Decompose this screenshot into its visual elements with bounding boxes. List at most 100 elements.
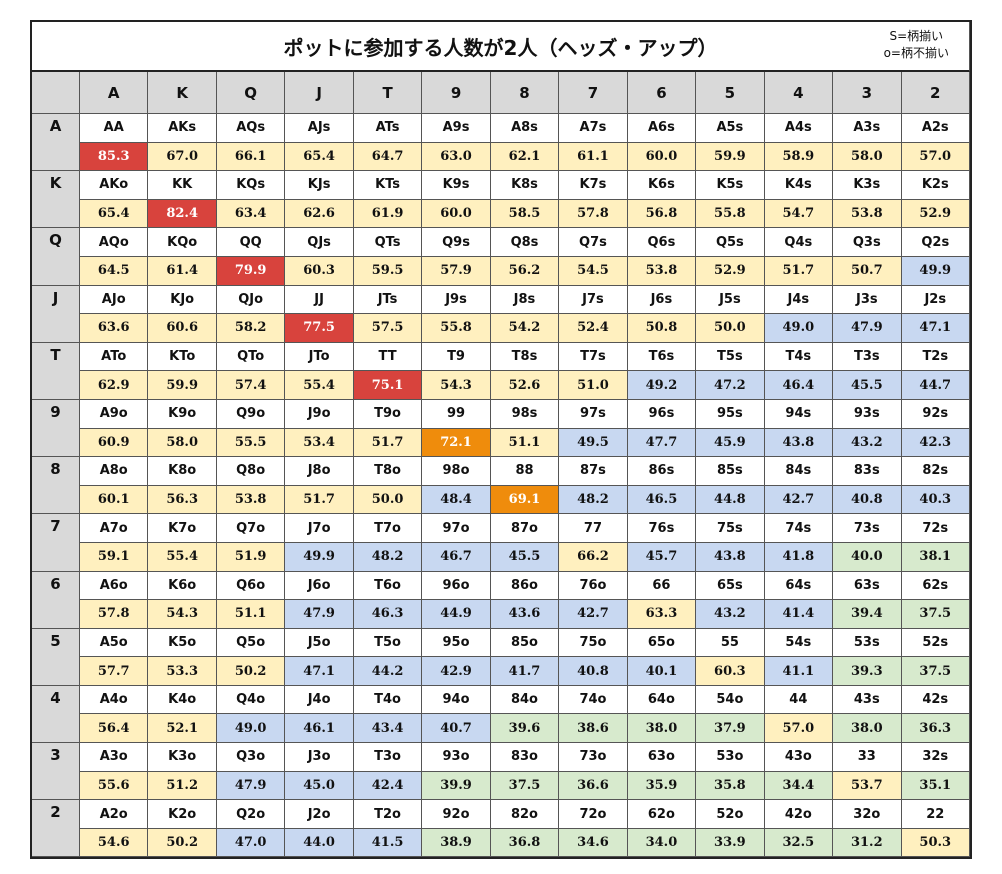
hand-cell: 76o [559,571,628,601]
equity-cell: 36.3 [901,714,970,744]
equity-cell: 46.3 [353,600,423,629]
hand-cell: 92s [901,399,970,429]
row-header: 7 [32,514,80,572]
equity-cell: 66.1 [216,142,286,172]
equity-cell: 43.2 [833,428,902,458]
hand-cell: 44 [764,685,834,715]
equity-cell: 50.2 [148,828,217,858]
equity-cell: 45.5 [490,542,560,572]
equity-cell: 48.2 [559,485,628,515]
column-header: K [148,72,217,114]
equity-cell: 43.6 [490,600,560,629]
equity-cell: 45.7 [627,542,697,572]
hand-cell: 95o [422,628,491,658]
hand-cell: J4o [285,685,354,715]
hand-cell: 63o [627,743,697,772]
equity-cell: 39.3 [833,657,902,686]
equity-cell: 51.1 [490,428,560,458]
equity-cell: 60.3 [696,657,765,686]
hand-cell: Q5s [696,228,765,257]
equity-cell: 32.5 [764,828,834,858]
equity-cell: 40.1 [627,657,697,686]
row-header: 3 [32,743,80,801]
equity-cell: 66.2 [559,542,628,572]
equity-cell: 55.8 [422,314,491,343]
hand-cell: J5o [285,628,354,658]
hand-cell: KK [148,171,217,200]
hand-cell: J2s [901,285,970,315]
note-line: o=柄不揃い [883,46,949,60]
column-header: 5 [696,72,765,114]
column-header: 3 [833,72,902,114]
hand-cell: Q9s [422,228,491,257]
column-header: 9 [422,72,491,114]
equity-cell: 58.0 [148,428,217,458]
equity-cell: 37.5 [490,771,560,801]
equity-cell: 48.2 [353,542,423,572]
hand-cell: Q3o [216,743,286,772]
equity-cell: 37.5 [901,657,970,686]
equity-cell: 51.7 [764,256,834,286]
hand-cell: Q7o [216,514,286,543]
equity-cell: 42.7 [559,600,628,629]
equity-cell: 47.9 [216,771,286,801]
equity-cell: 38.1 [901,542,970,572]
hand-cell: 82o [490,800,560,829]
equity-cell: 41.4 [764,600,834,629]
equity-cell: 55.8 [696,199,765,229]
hand-cell: Q3s [833,228,902,257]
hand-cell: T8s [490,342,560,372]
equity-cell: 47.9 [833,314,902,343]
equity-cell: 40.3 [901,485,970,515]
equity-cell: 37.5 [901,600,970,629]
hand-cell: 73o [559,743,628,772]
row-header: A [32,114,80,172]
hand-cell: Q6s [627,228,697,257]
equity-cell: 41.7 [490,657,560,686]
hand-cell: 74o [559,685,628,715]
row-header: J [32,285,80,343]
equity-cell: 56.4 [80,714,149,744]
equity-cell: 77.5 [285,314,354,343]
equity-cell: 61.9 [353,199,423,229]
hand-cell: Q8s [490,228,560,257]
equity-cell: 50.2 [216,657,286,686]
hand-cell: K3s [833,171,902,200]
equity-cell: 31.2 [833,828,902,858]
hand-cell: 98s [490,399,560,429]
hand-cell: J7o [285,514,354,543]
equity-cell: 34.0 [627,828,697,858]
equity-cell: 41.1 [764,657,834,686]
hand-cell: 42s [901,685,970,715]
hand-cell: 93s [833,399,902,429]
equity-cell: 57.7 [80,657,149,686]
equity-cell: 49.9 [285,542,354,572]
hand-cell: 87o [490,514,560,543]
equity-cell: 54.2 [490,314,560,343]
equity-cell: 54.6 [80,828,149,858]
equity-cell: 51.7 [285,485,354,515]
equity-cell: 38.0 [627,714,697,744]
hand-cell: 52s [901,628,970,658]
equity-cell: 63.0 [422,142,491,172]
equity-cell: 46.5 [627,485,697,515]
hand-cell: K7o [148,514,217,543]
equity-cell: 52.4 [559,314,628,343]
hand-cell: K8o [148,457,217,486]
equity-cell: 40.8 [559,657,628,686]
hand-cell: 74s [764,514,834,543]
equity-cell: 53.3 [148,657,217,686]
hand-cell: J4s [764,285,834,315]
hand-cell: J8o [285,457,354,486]
hand-cell: Q4s [764,228,834,257]
equity-cell: 65.4 [285,142,354,172]
hand-cell: A7o [80,514,149,543]
column-header: J [285,72,354,114]
equity-cell: 54.5 [559,256,628,286]
equity-cell: 35.9 [627,771,697,801]
hand-cell: A9s [422,114,491,143]
hand-cell: 98o [422,457,491,486]
hand-cell: J5s [696,285,765,315]
equity-cell: 43.2 [696,600,765,629]
